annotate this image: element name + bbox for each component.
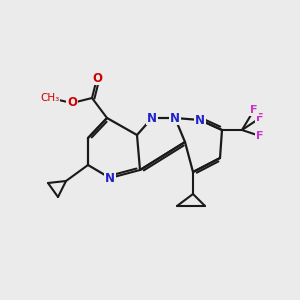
- Text: F: F: [250, 105, 258, 115]
- Text: N: N: [170, 112, 180, 124]
- Text: F: F: [256, 113, 264, 123]
- Text: N: N: [105, 172, 115, 184]
- Text: CH₃: CH₃: [40, 93, 60, 103]
- Text: F: F: [256, 131, 264, 141]
- Text: N: N: [195, 113, 205, 127]
- Text: N: N: [147, 112, 157, 124]
- Text: O: O: [67, 97, 77, 110]
- Text: O: O: [92, 71, 102, 85]
